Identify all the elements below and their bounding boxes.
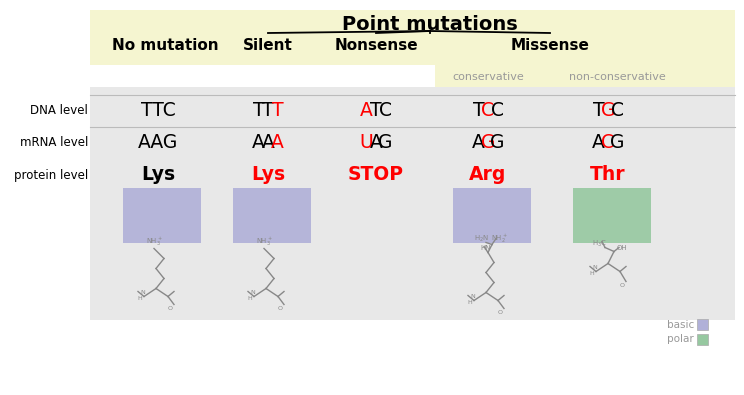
Text: G: G — [481, 134, 496, 152]
Text: N: N — [593, 265, 597, 270]
Text: T: T — [593, 102, 604, 120]
Text: G: G — [600, 102, 615, 120]
Text: A: A — [271, 134, 284, 152]
Text: C: C — [379, 102, 392, 120]
Bar — [697, 334, 708, 345]
Text: G: G — [610, 134, 625, 152]
Text: A: A — [472, 134, 485, 152]
Text: C: C — [491, 102, 504, 120]
Text: Thr: Thr — [590, 166, 626, 184]
Text: protein level: protein level — [13, 169, 88, 181]
Text: HN: HN — [481, 246, 491, 252]
Text: N: N — [251, 290, 255, 295]
Text: Arg: Arg — [469, 166, 507, 184]
Text: TTC: TTC — [141, 102, 176, 120]
Text: A: A — [252, 134, 265, 152]
Bar — [573, 188, 651, 243]
Text: polar: polar — [667, 335, 694, 344]
Text: A: A — [592, 134, 605, 152]
Text: O: O — [167, 306, 173, 311]
Text: NH$_3^+$: NH$_3^+$ — [255, 235, 272, 248]
Text: T: T — [272, 102, 283, 120]
Text: T: T — [472, 102, 484, 120]
Text: C: C — [481, 102, 495, 120]
Text: H: H — [248, 296, 252, 301]
Text: Nonsense: Nonsense — [334, 38, 418, 53]
Text: STOP: STOP — [348, 166, 404, 184]
Text: O: O — [498, 310, 502, 315]
Text: H: H — [138, 296, 142, 301]
Text: N: N — [141, 290, 145, 295]
Text: Lys: Lys — [251, 166, 285, 184]
Text: O: O — [620, 283, 624, 288]
Text: H: H — [468, 300, 472, 305]
Text: Lys: Lys — [141, 166, 175, 184]
Text: T: T — [371, 102, 382, 120]
Text: G: G — [490, 134, 504, 152]
Text: NH$_2^+$: NH$_2^+$ — [490, 232, 507, 245]
Text: AAG: AAG — [138, 134, 178, 152]
Bar — [90, 87, 735, 320]
Text: DNA level: DNA level — [30, 105, 88, 117]
Text: C: C — [601, 134, 615, 152]
Text: mRNA level: mRNA level — [19, 137, 88, 149]
Bar — [233, 188, 311, 243]
Text: OH: OH — [617, 245, 627, 250]
Text: A: A — [360, 102, 373, 120]
Bar — [697, 319, 708, 330]
Text: Point mutations: Point mutations — [342, 15, 518, 34]
Text: A: A — [262, 134, 275, 152]
Text: C: C — [611, 102, 624, 120]
Text: Missense: Missense — [510, 38, 589, 53]
Text: No mutation: No mutation — [112, 38, 218, 53]
Text: O: O — [278, 306, 283, 311]
Text: N: N — [471, 294, 475, 299]
Text: Silent: Silent — [243, 38, 293, 53]
Text: G: G — [378, 134, 393, 152]
Text: non-conservative: non-conservative — [568, 72, 665, 82]
Text: H$_2$N: H$_2$N — [475, 233, 490, 244]
Text: U: U — [359, 134, 373, 152]
Text: NH$_3^+$: NH$_3^+$ — [146, 235, 162, 248]
Bar — [435, 65, 735, 87]
Text: basic: basic — [667, 320, 694, 329]
Bar — [123, 188, 201, 243]
Bar — [453, 188, 531, 243]
Text: T: T — [262, 102, 274, 120]
Bar — [90, 10, 245, 65]
Text: A: A — [370, 134, 382, 152]
Text: T: T — [253, 102, 264, 120]
Text: H: H — [590, 271, 594, 276]
Text: conservative: conservative — [452, 72, 524, 82]
Bar — [245, 10, 735, 65]
Text: H$_3$C: H$_3$C — [592, 239, 608, 248]
